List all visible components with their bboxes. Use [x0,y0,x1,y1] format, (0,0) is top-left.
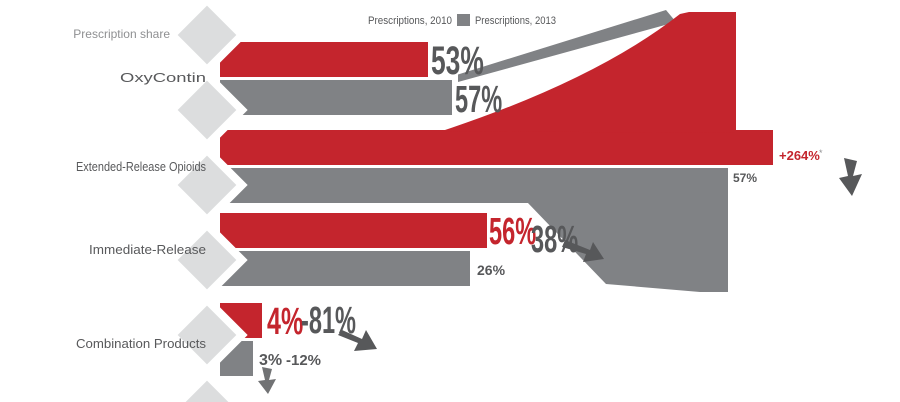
svg-text:OxyContin: OxyContin [120,70,206,85]
svg-text:53%: 53% [431,39,484,84]
svg-text:56%: 56% [489,209,536,252]
svg-text:26%: 26% [477,262,506,278]
svg-text:Prescription share: Prescription share [73,27,170,41]
svg-text:3%: 3% [259,352,282,369]
svg-text:57%: 57% [733,171,757,185]
svg-text:Combination Products: Combination Products [76,336,207,351]
svg-text:+264%: +264% [779,148,820,163]
svg-text:38%: 38% [531,217,578,260]
svg-text:Immediate-Release: Immediate-Release [89,242,206,257]
svg-text:-12%: -12% [286,352,321,369]
svg-text:*: * [819,148,823,158]
svg-text:57%: 57% [455,77,502,120]
svg-text:Prescriptions, 2010: Prescriptions, 2010 [368,15,452,27]
svg-text:Prescriptions, 2013: Prescriptions, 2013 [475,15,556,27]
svg-text:Extended-Release Opioids: Extended-Release Opioids [76,159,206,174]
svg-text:4%: 4% [267,300,303,342]
